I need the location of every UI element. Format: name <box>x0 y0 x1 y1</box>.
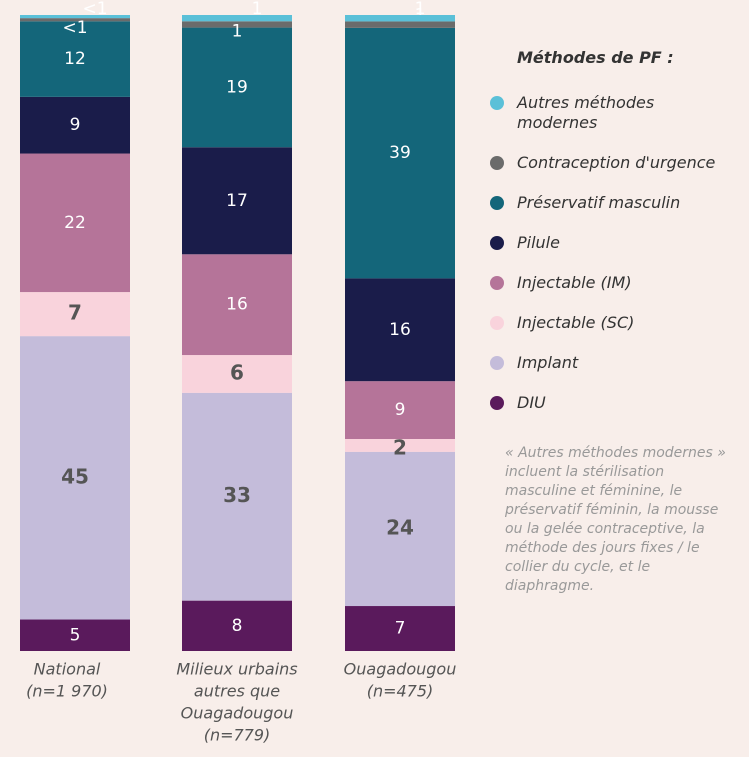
bar-segment <box>345 381 455 439</box>
bar-segment <box>182 15 292 22</box>
legend-swatch <box>490 196 504 210</box>
legend-label: Contraception d'urgence <box>517 153 716 172</box>
legend-title: Méthodes de PF : <box>517 48 674 67</box>
bar-segment <box>20 18 130 22</box>
data-label: 39 <box>389 143 411 163</box>
bar-segment <box>345 15 455 22</box>
bar-segment <box>345 606 455 651</box>
legend-label: Injectable (IM) <box>517 273 632 292</box>
legend-label: Préservatif masculin <box>517 193 681 212</box>
data-label: 6 <box>230 360 244 384</box>
legend-label: DIU <box>517 393 546 412</box>
data-label: 8 <box>232 616 243 636</box>
bar-segment <box>182 21 292 28</box>
bar-segment <box>20 292 130 337</box>
legend-swatch <box>490 356 504 370</box>
legend-label: Implant <box>517 353 579 372</box>
data-label: 22 <box>64 213 86 233</box>
data-label: 33 <box>223 483 251 507</box>
bar-segment <box>20 153 130 293</box>
legend-label: Injectable (SC) <box>517 313 635 332</box>
legend-item: Injectable (IM) <box>490 273 717 293</box>
category-label: National <box>34 660 101 679</box>
data-label: 7 <box>68 301 82 325</box>
legend-item: Implant <box>490 353 717 373</box>
data-label: 1 <box>232 21 243 41</box>
bar-segment <box>20 21 130 97</box>
legend-label: Pilule <box>517 233 560 252</box>
category-label: autres que <box>194 682 280 701</box>
legend-swatch <box>490 236 504 250</box>
category-label: (n=779) <box>204 726 271 745</box>
data-label: 16 <box>226 295 248 315</box>
bar-segment <box>345 21 455 28</box>
legend-item: DIU <box>490 393 717 413</box>
category-label: Ouagadougou <box>344 660 457 679</box>
bar-segment <box>182 600 292 651</box>
bar-segment <box>182 392 292 601</box>
bar-segment <box>345 451 455 607</box>
data-label: 1 <box>415 0 426 19</box>
legend-swatch <box>490 156 504 170</box>
data-label: 5 <box>70 625 81 645</box>
bar-segment <box>182 147 292 255</box>
legend-label: Autres méthodes modernes <box>517 93 655 132</box>
legend-swatch <box>490 276 504 290</box>
legend-item: Préservatif masculin <box>490 193 717 213</box>
legend-item: Pilule <box>490 233 717 253</box>
data-label: 1 <box>252 0 263 19</box>
data-label: 19 <box>226 77 248 97</box>
bar-segment <box>20 15 130 19</box>
legend-swatch <box>490 396 504 410</box>
legend-swatch <box>490 96 504 110</box>
bar-segment <box>182 355 292 393</box>
data-label: 17 <box>226 191 248 211</box>
data-label: 16 <box>389 320 411 340</box>
category-label: Milieux urbains <box>176 660 297 679</box>
bar-segment <box>345 278 455 382</box>
legend-item: Contraception d'urgence <box>490 153 717 173</box>
data-label: 24 <box>386 515 414 539</box>
category-label: (n=475) <box>367 682 434 701</box>
data-label: 7 <box>395 619 406 639</box>
bar-segment <box>20 336 130 620</box>
bar-segment <box>345 439 455 452</box>
data-label: 45 <box>61 464 89 488</box>
legend-item: Injectable (SC) <box>490 313 717 333</box>
data-label: 9 <box>395 400 406 420</box>
category-label: (n=1 970) <box>26 682 108 701</box>
data-label: 12 <box>64 49 86 69</box>
bar-segment <box>20 96 130 154</box>
bar-segment <box>20 619 130 651</box>
legend: Méthodes de PF : Autres méthodes moderne… <box>490 48 740 433</box>
category-label: Ouagadougou <box>181 704 294 723</box>
data-label: 2 <box>393 436 407 460</box>
data-label: 9 <box>70 115 81 135</box>
data-label: <1 <box>82 0 107 19</box>
bar-segment <box>182 254 292 356</box>
bar-segment <box>345 27 455 279</box>
legend-item: Autres méthodes modernes <box>490 93 717 133</box>
legend-swatch <box>490 316 504 330</box>
bar-segment <box>182 27 292 148</box>
data-label: <1 <box>62 18 87 38</box>
note: « Autres méthodes modernes » incluent la… <box>505 445 726 594</box>
